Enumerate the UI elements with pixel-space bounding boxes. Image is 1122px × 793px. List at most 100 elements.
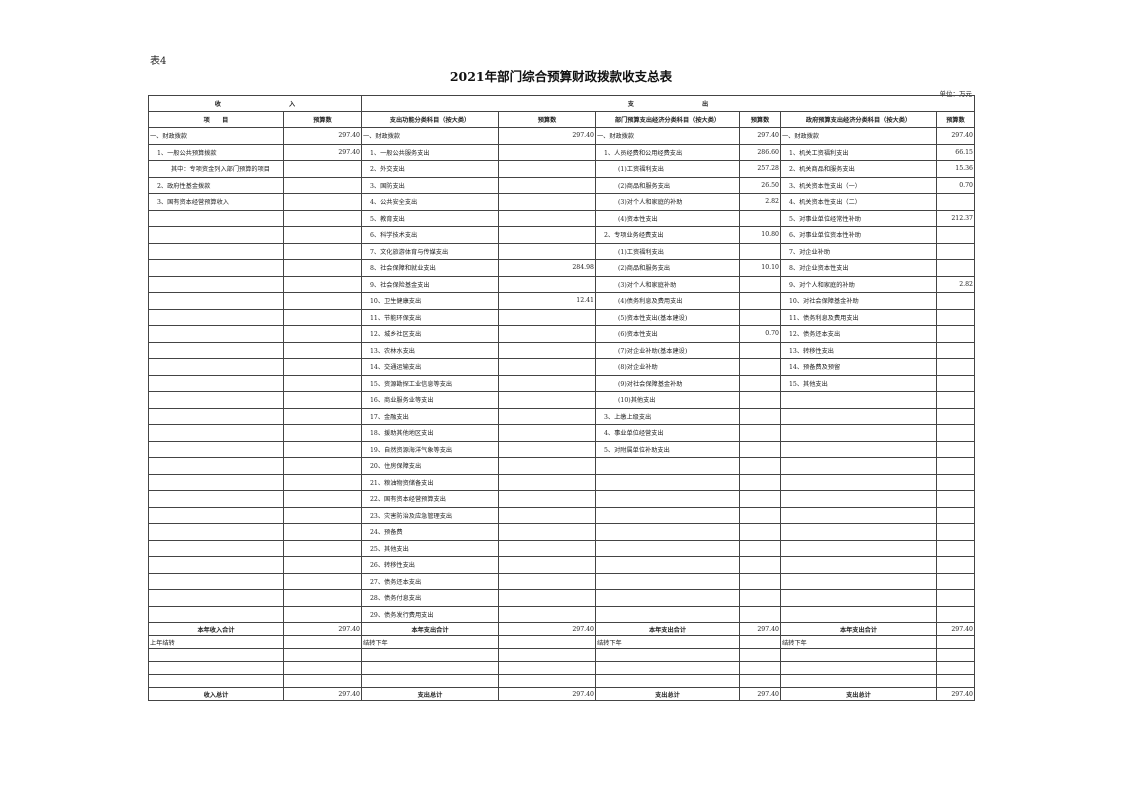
budget-amount-cell [283, 176, 362, 194]
budget-amount-cell: 297.40 [283, 687, 362, 701]
item-cell [595, 605, 740, 623]
budget-amount-cell [498, 193, 596, 211]
item-cell: 13、农林水支出 [361, 341, 499, 359]
budget-amount-cell [936, 341, 975, 359]
item-cell: 2、外交支出 [361, 160, 499, 178]
budget-amount-cell: 297.40 [936, 622, 975, 636]
empty-cell [936, 648, 975, 662]
item-cell: 一、财政拨款 [595, 127, 740, 145]
item-cell: (3)对个人和家庭补助 [595, 275, 740, 293]
item-cell: 支出总计 [780, 687, 937, 701]
item-cell: 4、机关资本性支出（二） [780, 193, 937, 211]
budget-amount-cell [283, 242, 362, 260]
budget-amount-cell [936, 635, 975, 649]
budget-amount-cell [936, 506, 975, 524]
column-header: 政府预算支出经济分类科目（按大类） [780, 111, 937, 128]
item-cell [148, 292, 284, 310]
budget-amount-cell: 297.40 [498, 127, 596, 145]
budget-amount-cell [936, 193, 975, 211]
budget-amount-cell [739, 539, 781, 557]
item-cell: 收入总计 [148, 687, 284, 701]
item-cell: 15、其他支出 [780, 374, 937, 392]
item-cell: 本年收入合计 [148, 622, 284, 636]
table-row: 17、金融支出 3、上缴上级支出 [148, 407, 975, 425]
item-cell [780, 556, 937, 574]
empty-cell [595, 648, 740, 662]
unit-label: 单位：万元 [939, 90, 973, 98]
table-row: 12、城乡社区支出 (6)资本性支出 0.70 12、债务还本支出 [148, 325, 975, 343]
item-cell [148, 391, 284, 409]
budget-amount-cell [936, 424, 975, 442]
budget-amount-cell [739, 440, 781, 458]
item-cell: 29、债务发行费用支出 [361, 605, 499, 623]
item-cell: 15、资源勘探工业信息等支出 [361, 374, 499, 392]
item-cell [780, 605, 937, 623]
item-cell: 17、金融支出 [361, 407, 499, 425]
item-cell: 本年支出合计 [361, 622, 499, 636]
table-row: 27、债务还本支出 [148, 572, 975, 590]
budget-amount-cell [283, 292, 362, 310]
item-cell: (6)资本性支出 [595, 325, 740, 343]
item-cell: 16、商业服务业等支出 [361, 391, 499, 409]
item-cell: 11、节能环保支出 [361, 308, 499, 326]
budget-amount-cell [498, 523, 596, 541]
table-row: 3、国有资本经营预算收入 4、公共安全支出 (3)对个人和家庭的补助 2.82 4、机关… [148, 193, 975, 211]
budget-amount-cell [283, 473, 362, 491]
budget-amount-cell [936, 473, 975, 491]
budget-table: 收 入 支 出 项 目预算数 支出功能分类科目（按大类） 预算数 部门预算支出经济分类… [148, 95, 975, 701]
budget-amount-cell [283, 358, 362, 376]
empty-cell [148, 661, 284, 675]
item-cell [780, 440, 937, 458]
item-cell: 18、援助其他地区支出 [361, 424, 499, 442]
table-row: 6、科学技术支出 2、专项业务经费支出 10.80 6、对事业单位资本性补助 [148, 226, 975, 244]
item-cell [595, 457, 740, 475]
budget-amount-cell: 297.40 [739, 687, 781, 701]
table-row: 19、自然资源海洋气象等支出 5、对附属单位补助支出 [148, 440, 975, 458]
budget-amount-cell [936, 572, 975, 590]
item-cell: 1、一般公共预算拨款 [148, 143, 284, 161]
column-header: 预算数 [283, 111, 362, 128]
empty-cell [498, 661, 596, 675]
item-cell [148, 539, 284, 557]
table-row: 20、住房保障支出 [148, 457, 975, 475]
budget-amount-cell: 297.40 [936, 127, 975, 145]
empty-cell [498, 674, 596, 688]
budget-amount-cell [498, 358, 596, 376]
item-cell: 14、交通运输支出 [361, 358, 499, 376]
table-row: 其中：专项资金列入部门预算的项目 2、外交支出 (1)工资福利支出 257.28 2、机… [148, 160, 975, 178]
item-cell: 25、其他支出 [361, 539, 499, 557]
budget-amount-cell: 297.40 [283, 143, 362, 161]
budget-amount-cell [936, 358, 975, 376]
table-row: 18、援助其他地区支出 4、事业单位经营支出 [148, 424, 975, 442]
budget-amount-cell [498, 275, 596, 293]
column-header: 预算数 [498, 111, 596, 128]
budget-amount-cell [498, 242, 596, 260]
budget-amount-cell [739, 292, 781, 310]
budget-amount-cell [283, 572, 362, 590]
table-row: 28、债务付息支出 [148, 589, 975, 607]
item-cell [780, 457, 937, 475]
item-cell [148, 358, 284, 376]
budget-amount-cell [283, 523, 362, 541]
budget-amount-cell [498, 539, 596, 557]
item-cell: (9)对社会保障基金补助 [595, 374, 740, 392]
item-cell: 7、文化旅游体育与传媒支出 [361, 242, 499, 260]
budget-amount-cell [739, 635, 781, 649]
empty-cell [283, 648, 362, 662]
carryover-row: 上年结转 结转下年 结转下年 结转下年 [148, 635, 975, 649]
table-row: 24、预备费 [148, 523, 975, 541]
budget-amount-cell [498, 490, 596, 508]
table-row: 14、交通运输支出 (8)对企业补助 14、预备费及预留 [148, 358, 975, 376]
budget-amount-cell [283, 457, 362, 475]
table-row: 26、转移性支出 [148, 556, 975, 574]
item-cell [148, 440, 284, 458]
column-header: 支出功能分类科目（按大类） [361, 111, 499, 128]
grand-total-row: 收入总计 297.40 支出总计 297.40 支出总计 297.40 支出总计 297.40 [148, 687, 975, 701]
budget-amount-cell [936, 407, 975, 425]
budget-amount-cell [739, 209, 781, 227]
item-cell [780, 523, 937, 541]
section-header-row: 收 入 支 出 [148, 95, 975, 112]
budget-amount-cell: 297.40 [498, 687, 596, 701]
budget-amount-cell [739, 473, 781, 491]
budget-amount-cell [936, 605, 975, 623]
